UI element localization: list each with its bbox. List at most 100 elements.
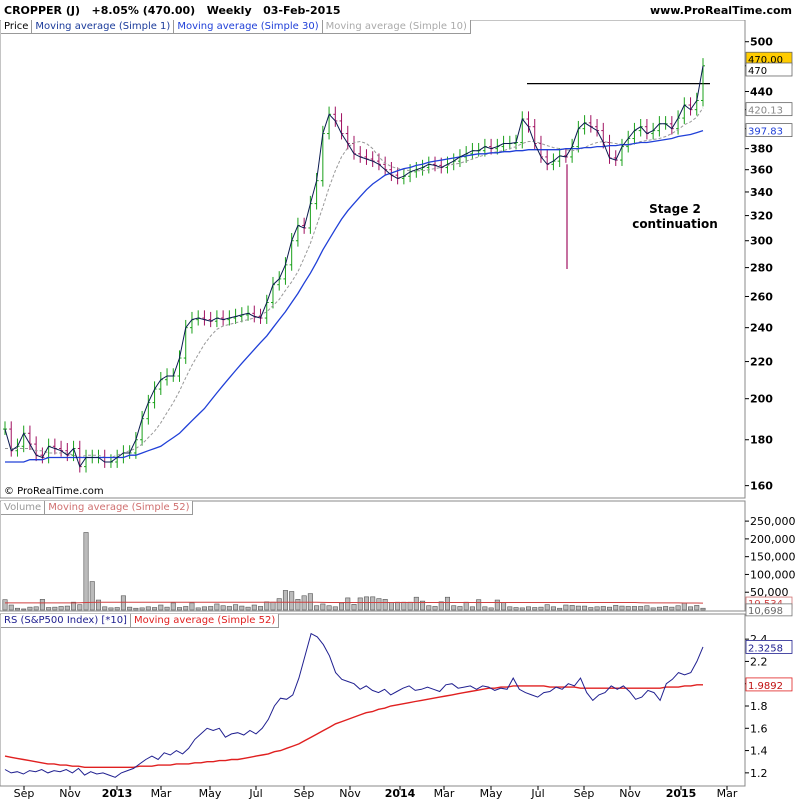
volume-bar — [8, 604, 14, 611]
ma10-line — [5, 107, 704, 459]
legend-ma10[interactable]: Moving average (Simple 10) — [322, 20, 471, 34]
volume-bar — [444, 596, 450, 611]
volume-tick-label: 150,000 — [750, 551, 796, 564]
ma30-line — [5, 129, 704, 463]
price-tick-label: 380 — [750, 143, 773, 156]
price-tick-label: 180 — [750, 434, 773, 447]
volume-bar — [382, 599, 388, 611]
volume-bar — [513, 607, 519, 611]
volume-legend: Volume Moving average (Simple 52) — [1, 501, 194, 515]
volume-last-label: 10,698 — [748, 606, 783, 617]
volume-bar — [463, 601, 469, 611]
volume-bar — [544, 604, 550, 611]
header-date: 03-Feb-2015 — [263, 4, 341, 17]
volume-bar — [52, 606, 58, 611]
volume-bar — [669, 606, 675, 611]
volume-bar — [21, 608, 27, 611]
x-tick-label: Mar — [434, 787, 455, 800]
ma1-close-line — [4, 65, 704, 468]
volume-bar — [170, 602, 176, 611]
volume-bar — [388, 602, 394, 611]
volume-bar — [613, 605, 619, 611]
volume-bar — [376, 598, 382, 611]
volume-bar — [351, 604, 357, 611]
volume-bar — [656, 606, 662, 611]
volume-bar — [588, 607, 594, 611]
volume-bar — [152, 607, 158, 611]
price-tick-label: 440 — [750, 86, 773, 99]
x-tick-label: Nov — [59, 787, 81, 800]
volume-bar — [127, 606, 133, 611]
volume-bar — [158, 604, 164, 611]
volume-bar — [33, 606, 39, 611]
volume-bar — [638, 606, 644, 611]
volume-bar — [569, 605, 575, 611]
volume-bar — [688, 606, 694, 611]
ma10-value-label-box — [745, 102, 793, 117]
price-tick-label: 260 — [750, 290, 773, 303]
x-tick-label: Mar — [151, 787, 172, 800]
rs-legend: RS (S&P500 Index) [*10] Moving average (S… — [1, 614, 280, 628]
rs-tick-label: 1.4 — [750, 745, 768, 758]
volume-bar — [314, 605, 320, 611]
x-tick-label: Sep — [14, 787, 35, 800]
volume-bar — [301, 595, 307, 611]
rs-ma-label-box — [745, 677, 793, 692]
volume-bar — [420, 600, 426, 611]
ma10-value-label: 420.13 — [748, 106, 783, 117]
price-legend: Price Moving average (Simple 1) Moving ave… — [1, 20, 471, 34]
volume-panel — [0, 500, 746, 612]
x-tick-label: 2013 — [102, 787, 133, 800]
volume-bar — [538, 606, 544, 611]
volume-bar — [482, 606, 488, 611]
volume-bar — [557, 607, 563, 611]
volume-bar — [264, 601, 270, 611]
last-price-label: 470.00 — [748, 55, 783, 66]
volume-bar — [220, 605, 226, 611]
volume-bar — [631, 606, 637, 611]
volume-bar — [600, 606, 606, 611]
header-period: Weekly — [206, 4, 252, 17]
rs-tick-label: 2.2 — [750, 655, 768, 668]
x-tick-label: Nov — [619, 787, 641, 800]
x-tick-label: Jul — [248, 787, 262, 800]
volume-bar — [139, 607, 145, 611]
volume-bar — [183, 606, 189, 611]
volume-bar — [650, 607, 656, 611]
volume-bar — [488, 607, 494, 611]
volume-bar — [189, 602, 195, 611]
volume-bar — [407, 601, 413, 611]
volume-bar — [102, 606, 108, 611]
volume-bar — [258, 606, 264, 611]
legend-volume-ma52[interactable]: Moving average (Simple 52) — [45, 501, 194, 515]
x-tick-label: Jul — [530, 787, 544, 800]
volume-bar — [339, 602, 345, 611]
legend-volume[interactable]: Volume — [1, 501, 46, 515]
volume-bar — [532, 607, 538, 611]
price-tick-label: 280 — [750, 262, 773, 275]
legend-rs[interactable]: RS (S&P500 Index) [*10] — [1, 614, 131, 628]
volume-bar — [476, 599, 482, 611]
legend-ma30[interactable]: Moving average (Simple 30) — [174, 20, 323, 34]
volume-bar — [195, 607, 201, 611]
close-axis-label-box — [745, 62, 793, 77]
volume-bar — [276, 598, 282, 611]
close-axis-label: 470 — [748, 66, 767, 77]
legend-rs-ma52[interactable]: Moving average (Simple 52) — [130, 614, 280, 628]
x-tick-label: Mar — [717, 787, 738, 800]
volume-last-label-box — [745, 603, 793, 617]
volume-bar — [525, 606, 531, 611]
x-tick-label: Nov — [339, 787, 361, 800]
legend-ma1[interactable]: Moving average (Simple 1) — [32, 20, 175, 34]
volume-bar — [663, 606, 669, 611]
volume-bar — [469, 606, 475, 611]
volume-bar — [27, 606, 33, 611]
volume-tick-label: 200,000 — [750, 533, 796, 546]
rs-tick-label: 1.6 — [750, 722, 768, 735]
volume-bar — [177, 607, 183, 611]
legend-price[interactable]: Price — [1, 20, 33, 34]
volume-bar — [357, 597, 363, 611]
volume-bar — [270, 601, 276, 611]
volume-bar — [39, 599, 45, 611]
ma30-value-label-box — [745, 123, 793, 138]
